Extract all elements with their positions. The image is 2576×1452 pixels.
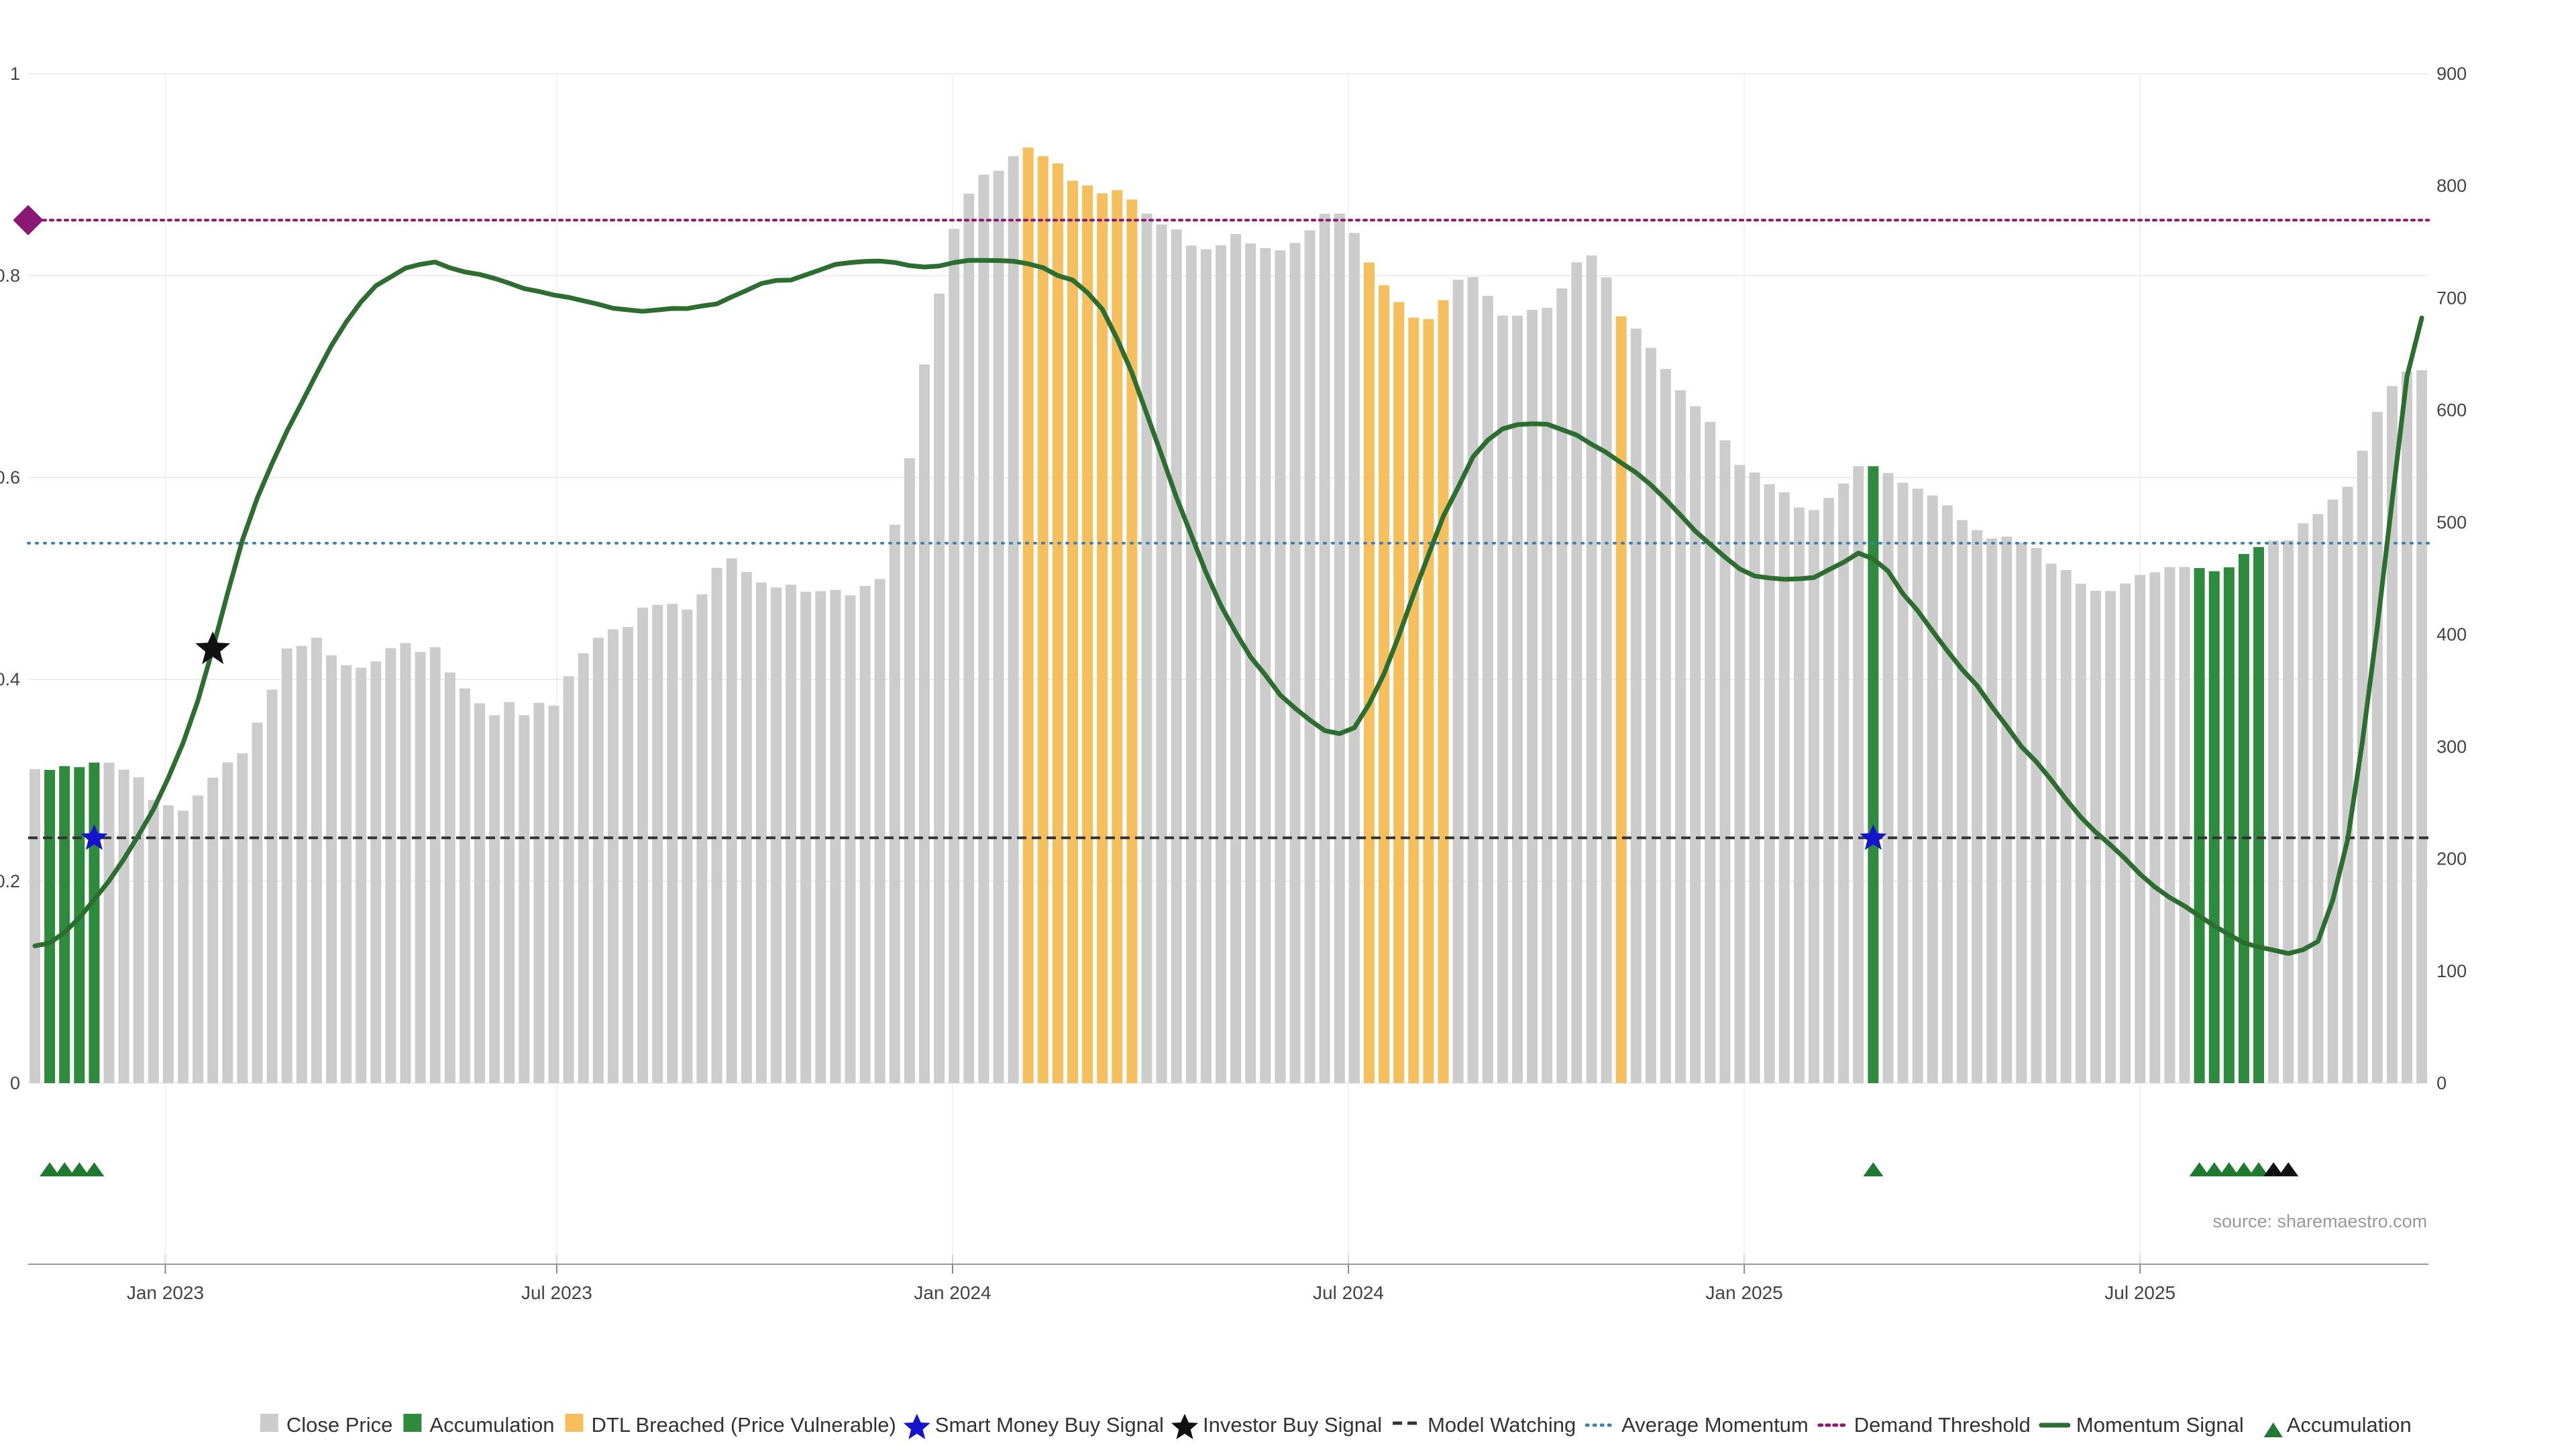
svg-text:Jul 2024: Jul 2024: [1313, 1282, 1384, 1303]
svg-text:600: 600: [2436, 400, 2467, 421]
svg-text:source: sharemaestro.com: source: sharemaestro.com: [2212, 1211, 2427, 1231]
svg-text:0.2: 0.2: [0, 871, 20, 891]
svg-text:Demand Threshold: Demand Threshold: [1854, 1413, 2031, 1437]
svg-text:0.6: 0.6: [0, 467, 20, 488]
svg-text:Jan 2025: Jan 2025: [1706, 1282, 1783, 1303]
svg-text:0.8: 0.8: [0, 266, 20, 286]
svg-text:Jul 2025: Jul 2025: [2104, 1282, 2176, 1303]
svg-text:0: 0: [2436, 1073, 2447, 1093]
svg-text:DTL Breached (Price Vulnerable: DTL Breached (Price Vulnerable): [592, 1413, 896, 1437]
svg-text:Model Watching: Model Watching: [1428, 1413, 1576, 1437]
svg-text:Jan 2023: Jan 2023: [127, 1282, 204, 1303]
svg-text:300: 300: [2436, 736, 2467, 757]
svg-text:Close Price: Close Price: [286, 1413, 393, 1437]
svg-text:Momentum Signal: Momentum Signal: [2076, 1413, 2244, 1437]
svg-text:0.4: 0.4: [0, 669, 20, 689]
svg-text:Smart Money Buy Signal: Smart Money Buy Signal: [935, 1413, 1164, 1437]
svg-text:0: 0: [10, 1073, 20, 1093]
svg-text:Investor Buy Signal: Investor Buy Signal: [1203, 1413, 1382, 1437]
svg-text:500: 500: [2436, 512, 2467, 533]
svg-text:Accumulation: Accumulation: [429, 1413, 554, 1437]
svg-text:900: 900: [2436, 64, 2467, 84]
svg-text:Jul 2023: Jul 2023: [521, 1282, 592, 1303]
svg-text:Jan 2024: Jan 2024: [914, 1282, 991, 1303]
svg-text:Average Momentum: Average Momentum: [1621, 1413, 1809, 1437]
svg-text:100: 100: [2436, 961, 2467, 981]
svg-text:400: 400: [2436, 624, 2467, 645]
svg-text:700: 700: [2436, 288, 2467, 308]
svg-text:1: 1: [10, 64, 20, 84]
svg-text:200: 200: [2436, 849, 2467, 869]
svg-text:Accumulation: Accumulation: [2287, 1413, 2412, 1437]
svg-text:800: 800: [2436, 176, 2467, 196]
